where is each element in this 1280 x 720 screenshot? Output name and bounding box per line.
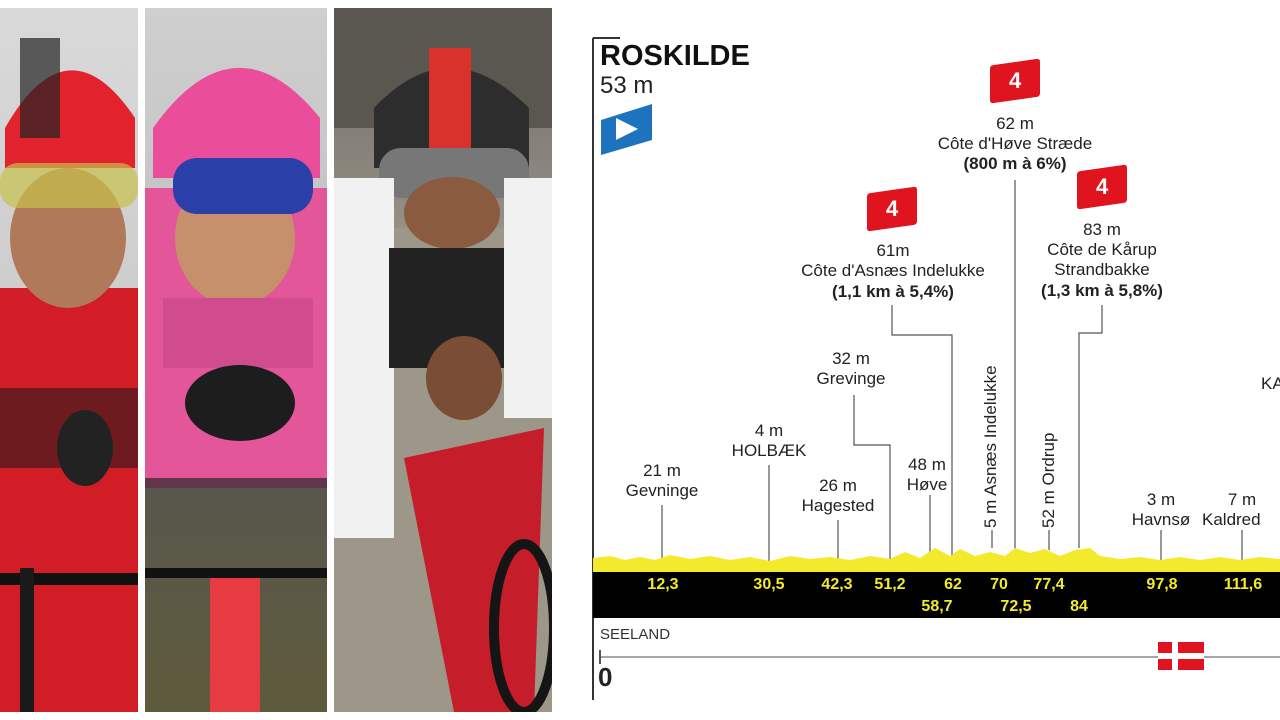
km-marker: 51,2 [874, 576, 906, 593]
climb-category-badge: 4 [867, 186, 917, 232]
place-altitude: 26 m [819, 476, 857, 495]
distance-axis-zero: 0 [598, 662, 613, 692]
climb-altitude: 83 m [1083, 220, 1121, 239]
km-marker: 77,4 [1033, 576, 1065, 593]
km-marker: 70 [990, 576, 1008, 593]
start-town-altitude: 53 m [600, 72, 654, 99]
climb-altitude: 61m [876, 241, 910, 260]
km-marker: 42,3 [821, 576, 853, 593]
km-marker: 58,7 [921, 598, 953, 615]
climb-category-badge: 4 [990, 58, 1040, 104]
denmark-flag-icon [1158, 642, 1204, 670]
place-altitude: 4 m [754, 421, 784, 440]
start-town-name: ROSKILDE [600, 40, 750, 72]
place-label-vertical: 5 m Asnæs Indelukke [981, 365, 1000, 528]
climb-detail: (1,3 km à 5,8%) [1041, 281, 1163, 300]
distance-band [593, 572, 1280, 618]
km-marker: 111,6 [1223, 576, 1263, 593]
km-marker: 30,5 [753, 576, 785, 593]
rider-photo-2 [145, 8, 327, 712]
km-marker: 97,8 [1146, 576, 1178, 593]
rider-illustration-3 [334, 8, 552, 712]
climb-altitude: 62 m [996, 114, 1034, 133]
place-name: HOLBÆK [731, 441, 807, 460]
place-name: Grevinge [816, 369, 886, 388]
rider-photo-3 [334, 8, 552, 712]
place-altitude: 3 m [1146, 490, 1176, 509]
place-altitude: 32 m [832, 349, 870, 368]
start-flag-icon [601, 104, 652, 155]
leader-lines [661, 180, 1243, 565]
place-name: Gevninge [625, 481, 699, 500]
place-name-partial: KA [1261, 374, 1280, 393]
rider-illustration-2 [145, 67, 327, 712]
climb-name: Côte de Kårup [1047, 240, 1157, 259]
rider-photo-1 [0, 8, 138, 712]
place-altitude: 48 m [908, 455, 946, 474]
elevation-profile [593, 548, 1280, 572]
climb-name: Côte d'Asnæs Indelukke [801, 261, 985, 280]
place-name: Kaldred [1202, 510, 1261, 529]
km-marker: 72,5 [1000, 598, 1032, 615]
place-altitude: 21 m [643, 461, 681, 480]
place-name: Høve [906, 475, 948, 494]
climb-detail: (1,1 km à 5,4%) [832, 282, 954, 301]
climb-detail: (800 m à 6%) [963, 154, 1067, 173]
climb-name: Côte d'Høve Stræde [937, 134, 1093, 153]
climb-name: Strandbakke [1054, 260, 1150, 279]
place-altitude: 7 m [1227, 490, 1257, 509]
km-marker: 62 [944, 576, 962, 593]
region-label: SEELAND [600, 626, 671, 643]
place-name: Havnsø [1131, 510, 1191, 529]
place-label-vertical: 52 m Ordrup [1039, 432, 1058, 528]
km-marker: 84 [1070, 598, 1088, 615]
rider-illustration-1 [0, 38, 138, 712]
place-name: Hagested [801, 496, 875, 515]
km-marker: 12,3 [647, 576, 679, 593]
stage-profile-graphic [592, 37, 1280, 700]
